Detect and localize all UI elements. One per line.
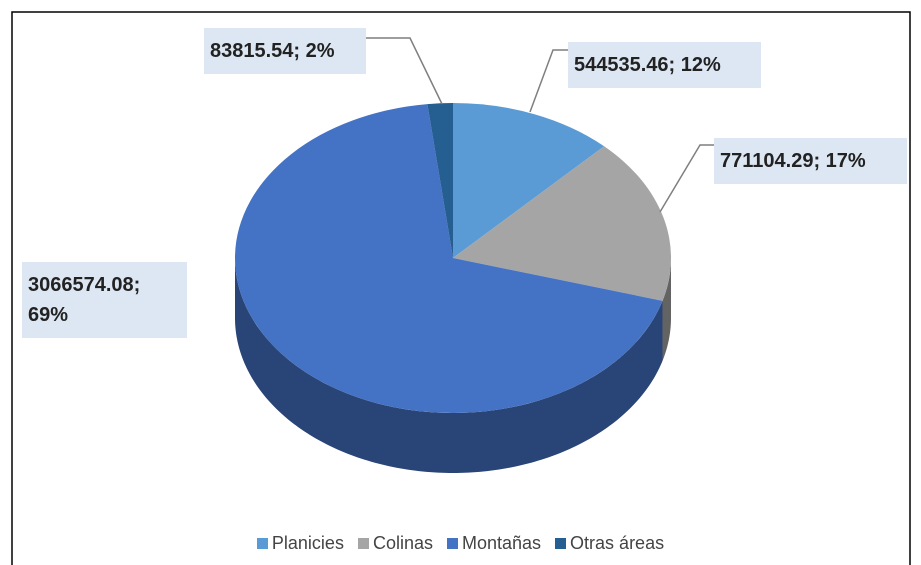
legend-item: Montañas (446, 533, 542, 554)
legend-swatch (256, 538, 268, 549)
slice-side (235, 258, 663, 473)
legend-item: Otras áreas (555, 533, 664, 554)
legend-item: Colinas (357, 533, 433, 554)
data-label: 3066574.08; 69% (22, 262, 187, 338)
legend-label: Montañas (461, 533, 542, 553)
leader-line (529, 49, 568, 113)
slice-side (662, 258, 671, 361)
data-label: 83815.54; 2% (204, 28, 366, 74)
legend: Planicies Colinas Montañas Otras áreas (0, 533, 921, 554)
leader-line (659, 144, 714, 213)
frame (11, 11, 911, 565)
data-label: 771104.29; 17% (714, 138, 907, 184)
slice (453, 146, 671, 301)
slice (235, 104, 663, 413)
legend-swatch (357, 538, 369, 549)
slice (453, 103, 605, 258)
legend-item: Planicies (256, 533, 344, 554)
legend-label: Planicies (271, 533, 344, 553)
leader-line (366, 37, 443, 105)
slice (427, 103, 453, 258)
legend-label: Otras áreas (570, 533, 665, 553)
legend-swatch (555, 538, 567, 549)
legend-swatch (446, 538, 458, 549)
data-label: 544535.46; 12% (568, 42, 761, 88)
legend-label: Colinas (372, 533, 433, 553)
